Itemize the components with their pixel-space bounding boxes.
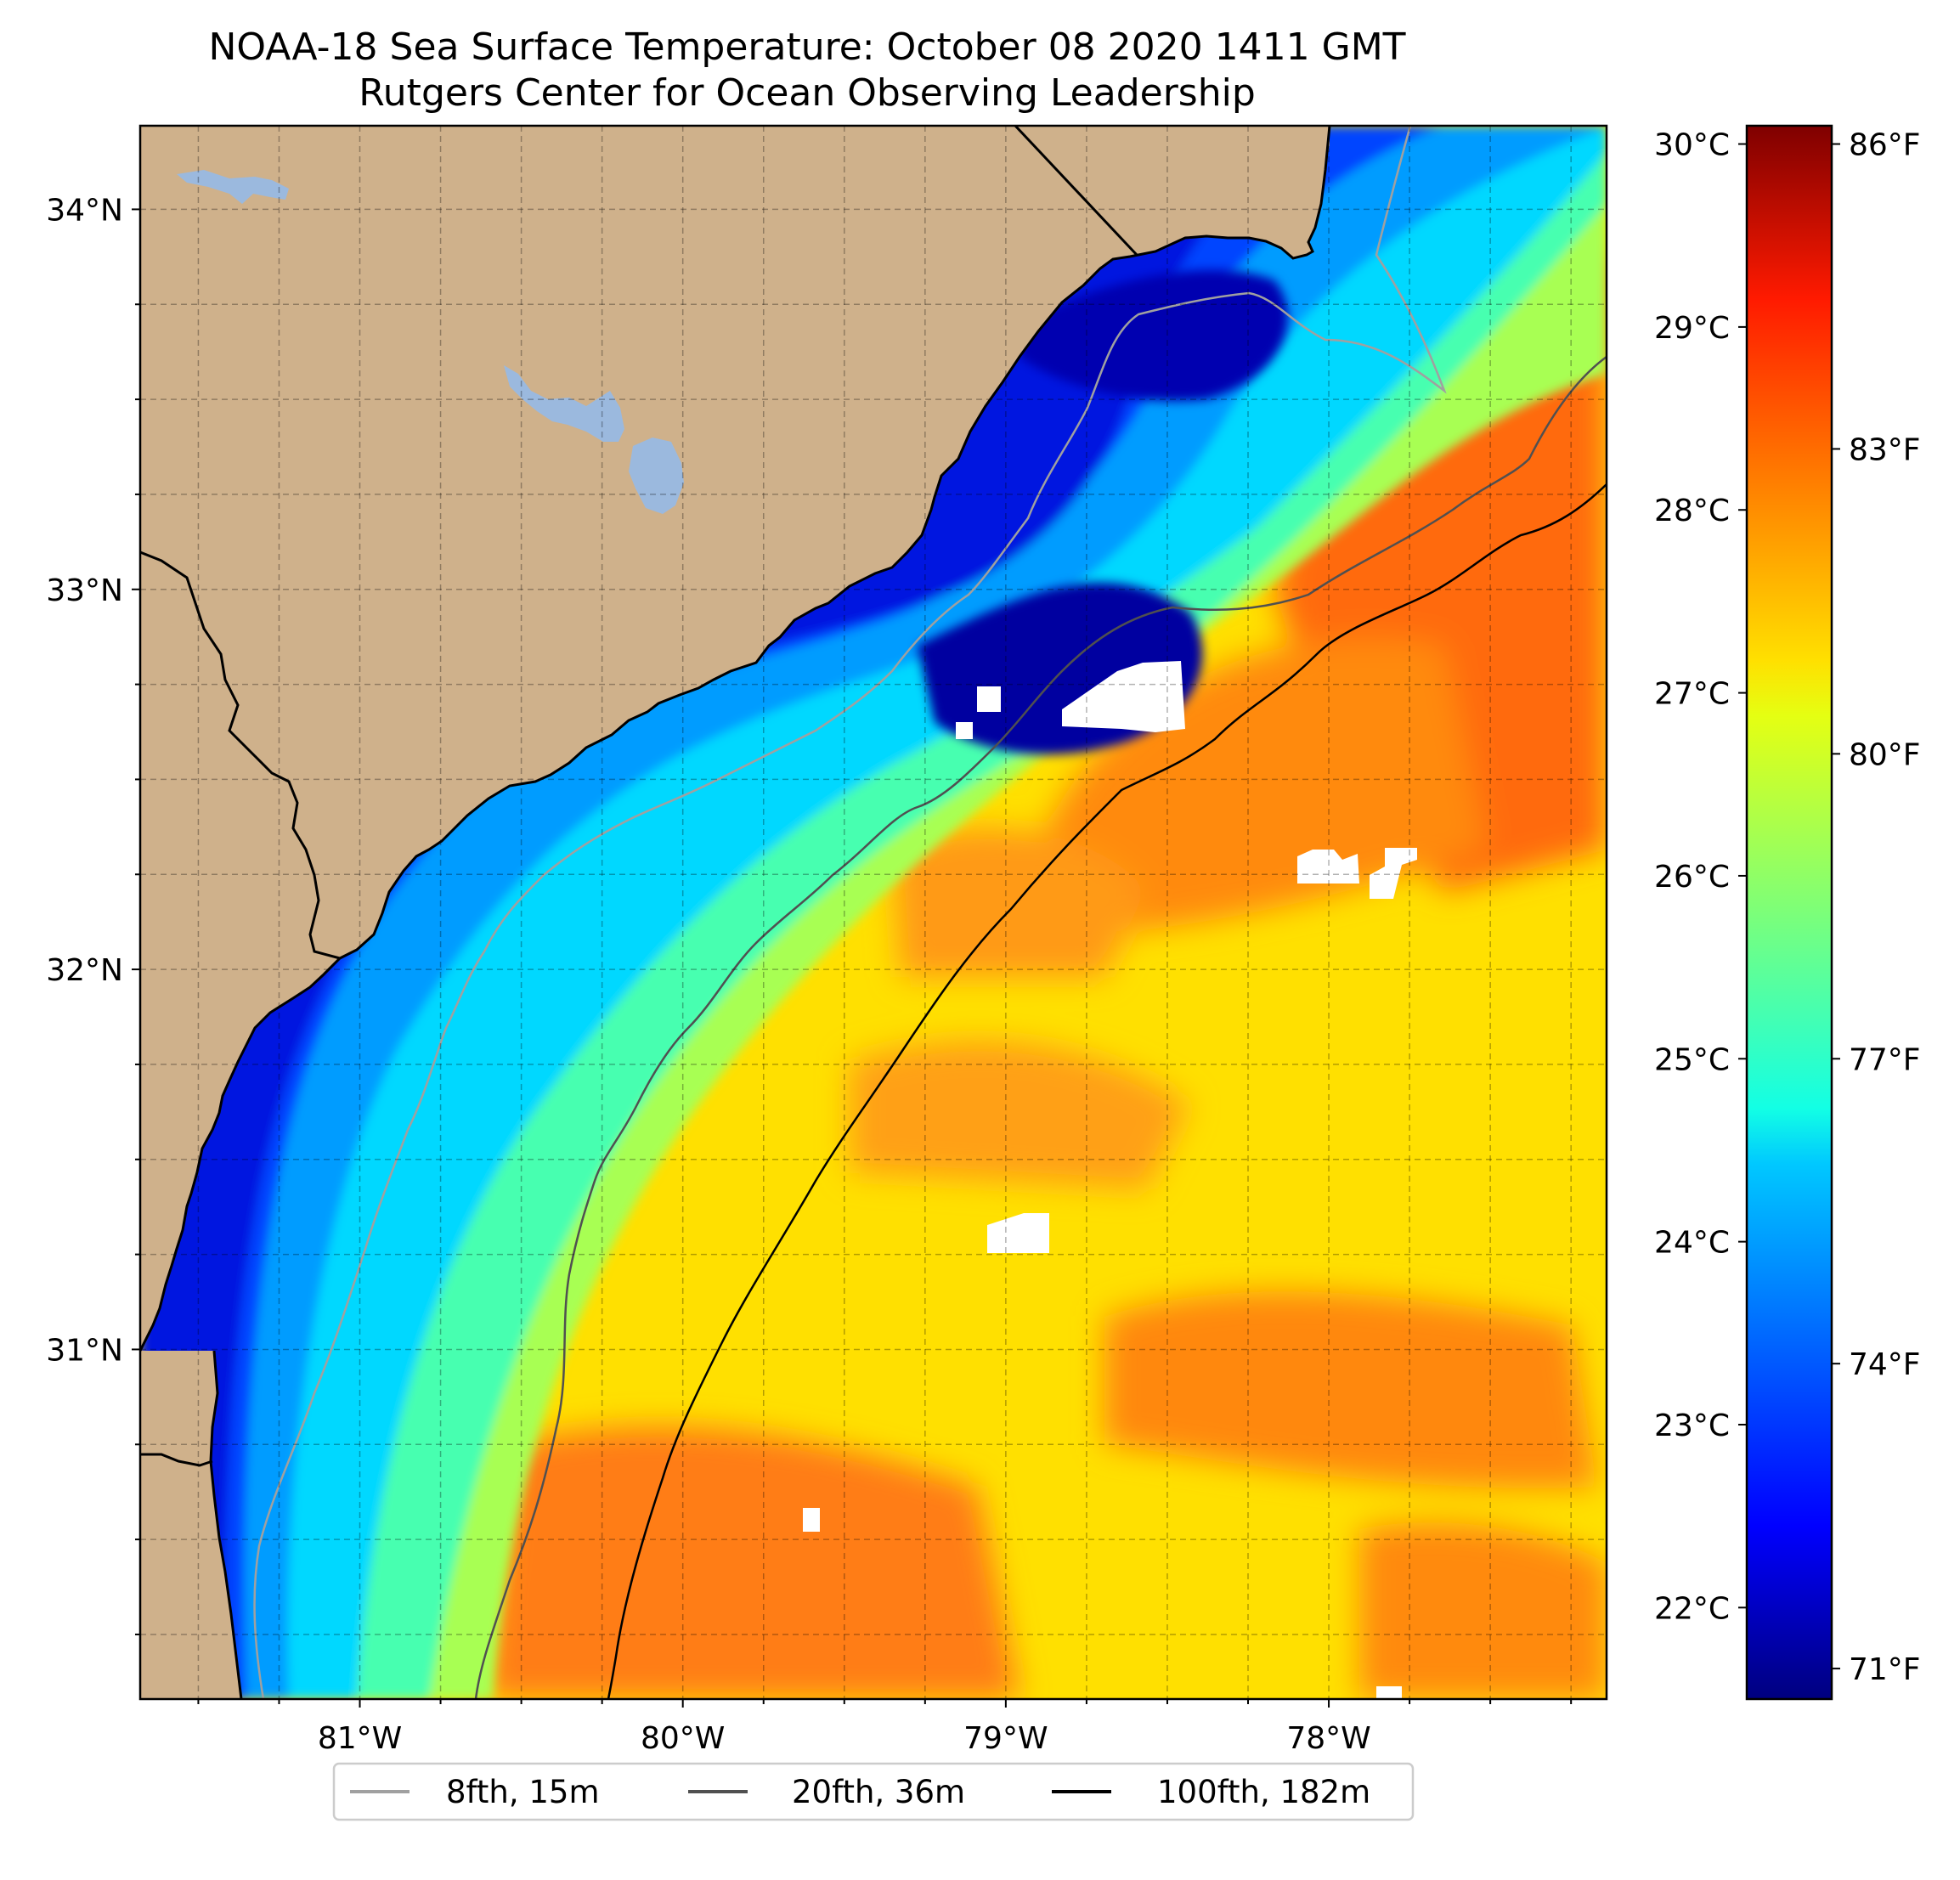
isobath-100fth: [607, 483, 1607, 1699]
colorbar-fahrenheit-label: 71°F: [1849, 1652, 1921, 1687]
y-tick-label: 31°N: [46, 1333, 123, 1368]
x-tick-label: 80°W: [641, 1721, 725, 1756]
x-tick-label: 78°W: [1286, 1721, 1370, 1756]
colorbar-fahrenheit-label: 74°F: [1849, 1347, 1921, 1382]
colorbar-celsius-label: 29°C: [1654, 311, 1730, 346]
y-tick-label: 32°N: [46, 953, 123, 988]
colorbar-ticks: 30°C 29°C 28°C 27°C 26°C 25°C 24°C 23°C 22°C 86°F…: [1654, 128, 1920, 1688]
land-south: [140, 1351, 241, 1699]
colorbar-fahrenheit-label: 80°F: [1849, 737, 1921, 772]
legend-label-100fth: 100fth, 182m: [1157, 1774, 1370, 1810]
colorbar-celsius-label: 25°C: [1654, 1042, 1730, 1077]
state-borders: [140, 126, 1138, 1467]
y-tick-label: 34°N: [46, 193, 123, 228]
colorbar-celsius-label: 22°C: [1654, 1591, 1730, 1626]
chart-subtitle: Rutgers Center for Ocean Observing Leade…: [359, 71, 1256, 115]
colorbar-frame: [1745, 124, 1833, 1701]
sst-map: [140, 126, 1607, 1699]
y-tick-label: 33°N: [46, 573, 123, 608]
map-frame: [138, 124, 1608, 1701]
isobath-8fth: [253, 126, 1447, 1699]
legend: 8fth, 15m 20fth, 36m 100fth, 182m: [332, 1762, 1415, 1821]
sst-cold-patch: [1020, 270, 1288, 401]
colorbar-celsius-label: 30°C: [1654, 128, 1730, 163]
no-data-patches: [803, 661, 1417, 1699]
colorbar-fahrenheit-label: 83°F: [1849, 432, 1921, 467]
colorbar-celsius-label: 28°C: [1654, 494, 1730, 528]
map-axes: 81°W 80°W 79°W 78°W 34°N 33°N 32°N 31°N: [46, 193, 1573, 1756]
lakes: [177, 170, 684, 514]
legend-box: [332, 1762, 1415, 1821]
isobath-20fth: [474, 355, 1607, 1699]
coastline: [140, 126, 1331, 1352]
x-tick-label: 81°W: [318, 1721, 402, 1756]
legend-label-20fth: 20fth, 36m: [792, 1774, 965, 1810]
colorbar-celsius-label: 27°C: [1654, 677, 1730, 712]
land: [140, 126, 1330, 1351]
colorbar-celsius-label: 26°C: [1654, 860, 1730, 895]
x-tick-label: 79°W: [963, 1721, 1048, 1756]
chart-title: NOAA-18 Sea Surface Temperature: October…: [208, 25, 1406, 69]
colorbar-celsius-label: 23°C: [1654, 1409, 1730, 1443]
colorbar-celsius-label: 24°C: [1654, 1226, 1730, 1261]
coastline-south: [209, 1350, 243, 1699]
colorbar-fahrenheit-label: 86°F: [1849, 128, 1921, 163]
colorbar-fahrenheit-label: 77°F: [1849, 1042, 1921, 1077]
colorbar: [1747, 126, 1832, 1699]
legend-label-8fth: 8fth, 15m: [446, 1774, 600, 1810]
grid: [140, 126, 1607, 1699]
